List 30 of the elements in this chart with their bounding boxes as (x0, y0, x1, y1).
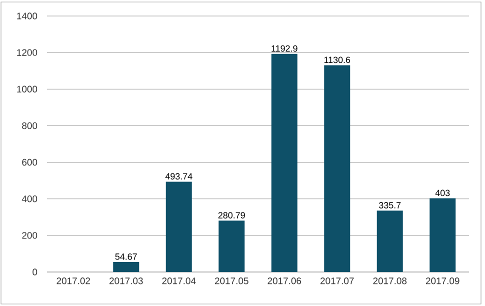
y-tick-label: 200 (22, 232, 38, 239)
data-label: 403 (435, 190, 450, 196)
data-label: 335.7 (378, 202, 401, 208)
data-label: 54.67 (115, 253, 137, 260)
bar (324, 65, 350, 272)
x-tick-label: 2017.08 (373, 278, 407, 284)
x-tick-label: 2017.06 (268, 278, 302, 284)
x-tick-label: 2017.04 (162, 278, 196, 284)
bar (218, 220, 245, 272)
bar (430, 198, 456, 272)
x-tick-label: 2017.03 (109, 278, 143, 284)
y-tick-label: 800 (22, 122, 38, 130)
data-label: 1192.9 (272, 45, 298, 52)
bar (113, 262, 140, 272)
bar (271, 54, 298, 272)
x-tick-label: 2017.07 (320, 278, 354, 284)
y-tick-label: 400 (22, 196, 38, 202)
x-tick-label: 2017.05 (214, 278, 248, 284)
data-label: 493.74 (165, 173, 192, 180)
y-tick-label: 600 (22, 158, 38, 166)
x-tick-label: 2017.02 (56, 278, 90, 284)
data-label: 280.79 (218, 212, 245, 218)
bar (166, 182, 192, 272)
data-label: 1130.6 (324, 56, 350, 64)
bar (376, 210, 403, 272)
x-tick-label: 2017.09 (426, 278, 460, 284)
y-tick-label: 1400 (17, 12, 38, 20)
y-tick-label: 1200 (17, 49, 38, 56)
y-tick-label: 0 (32, 268, 38, 276)
y-tick-label: 1000 (17, 86, 38, 92)
